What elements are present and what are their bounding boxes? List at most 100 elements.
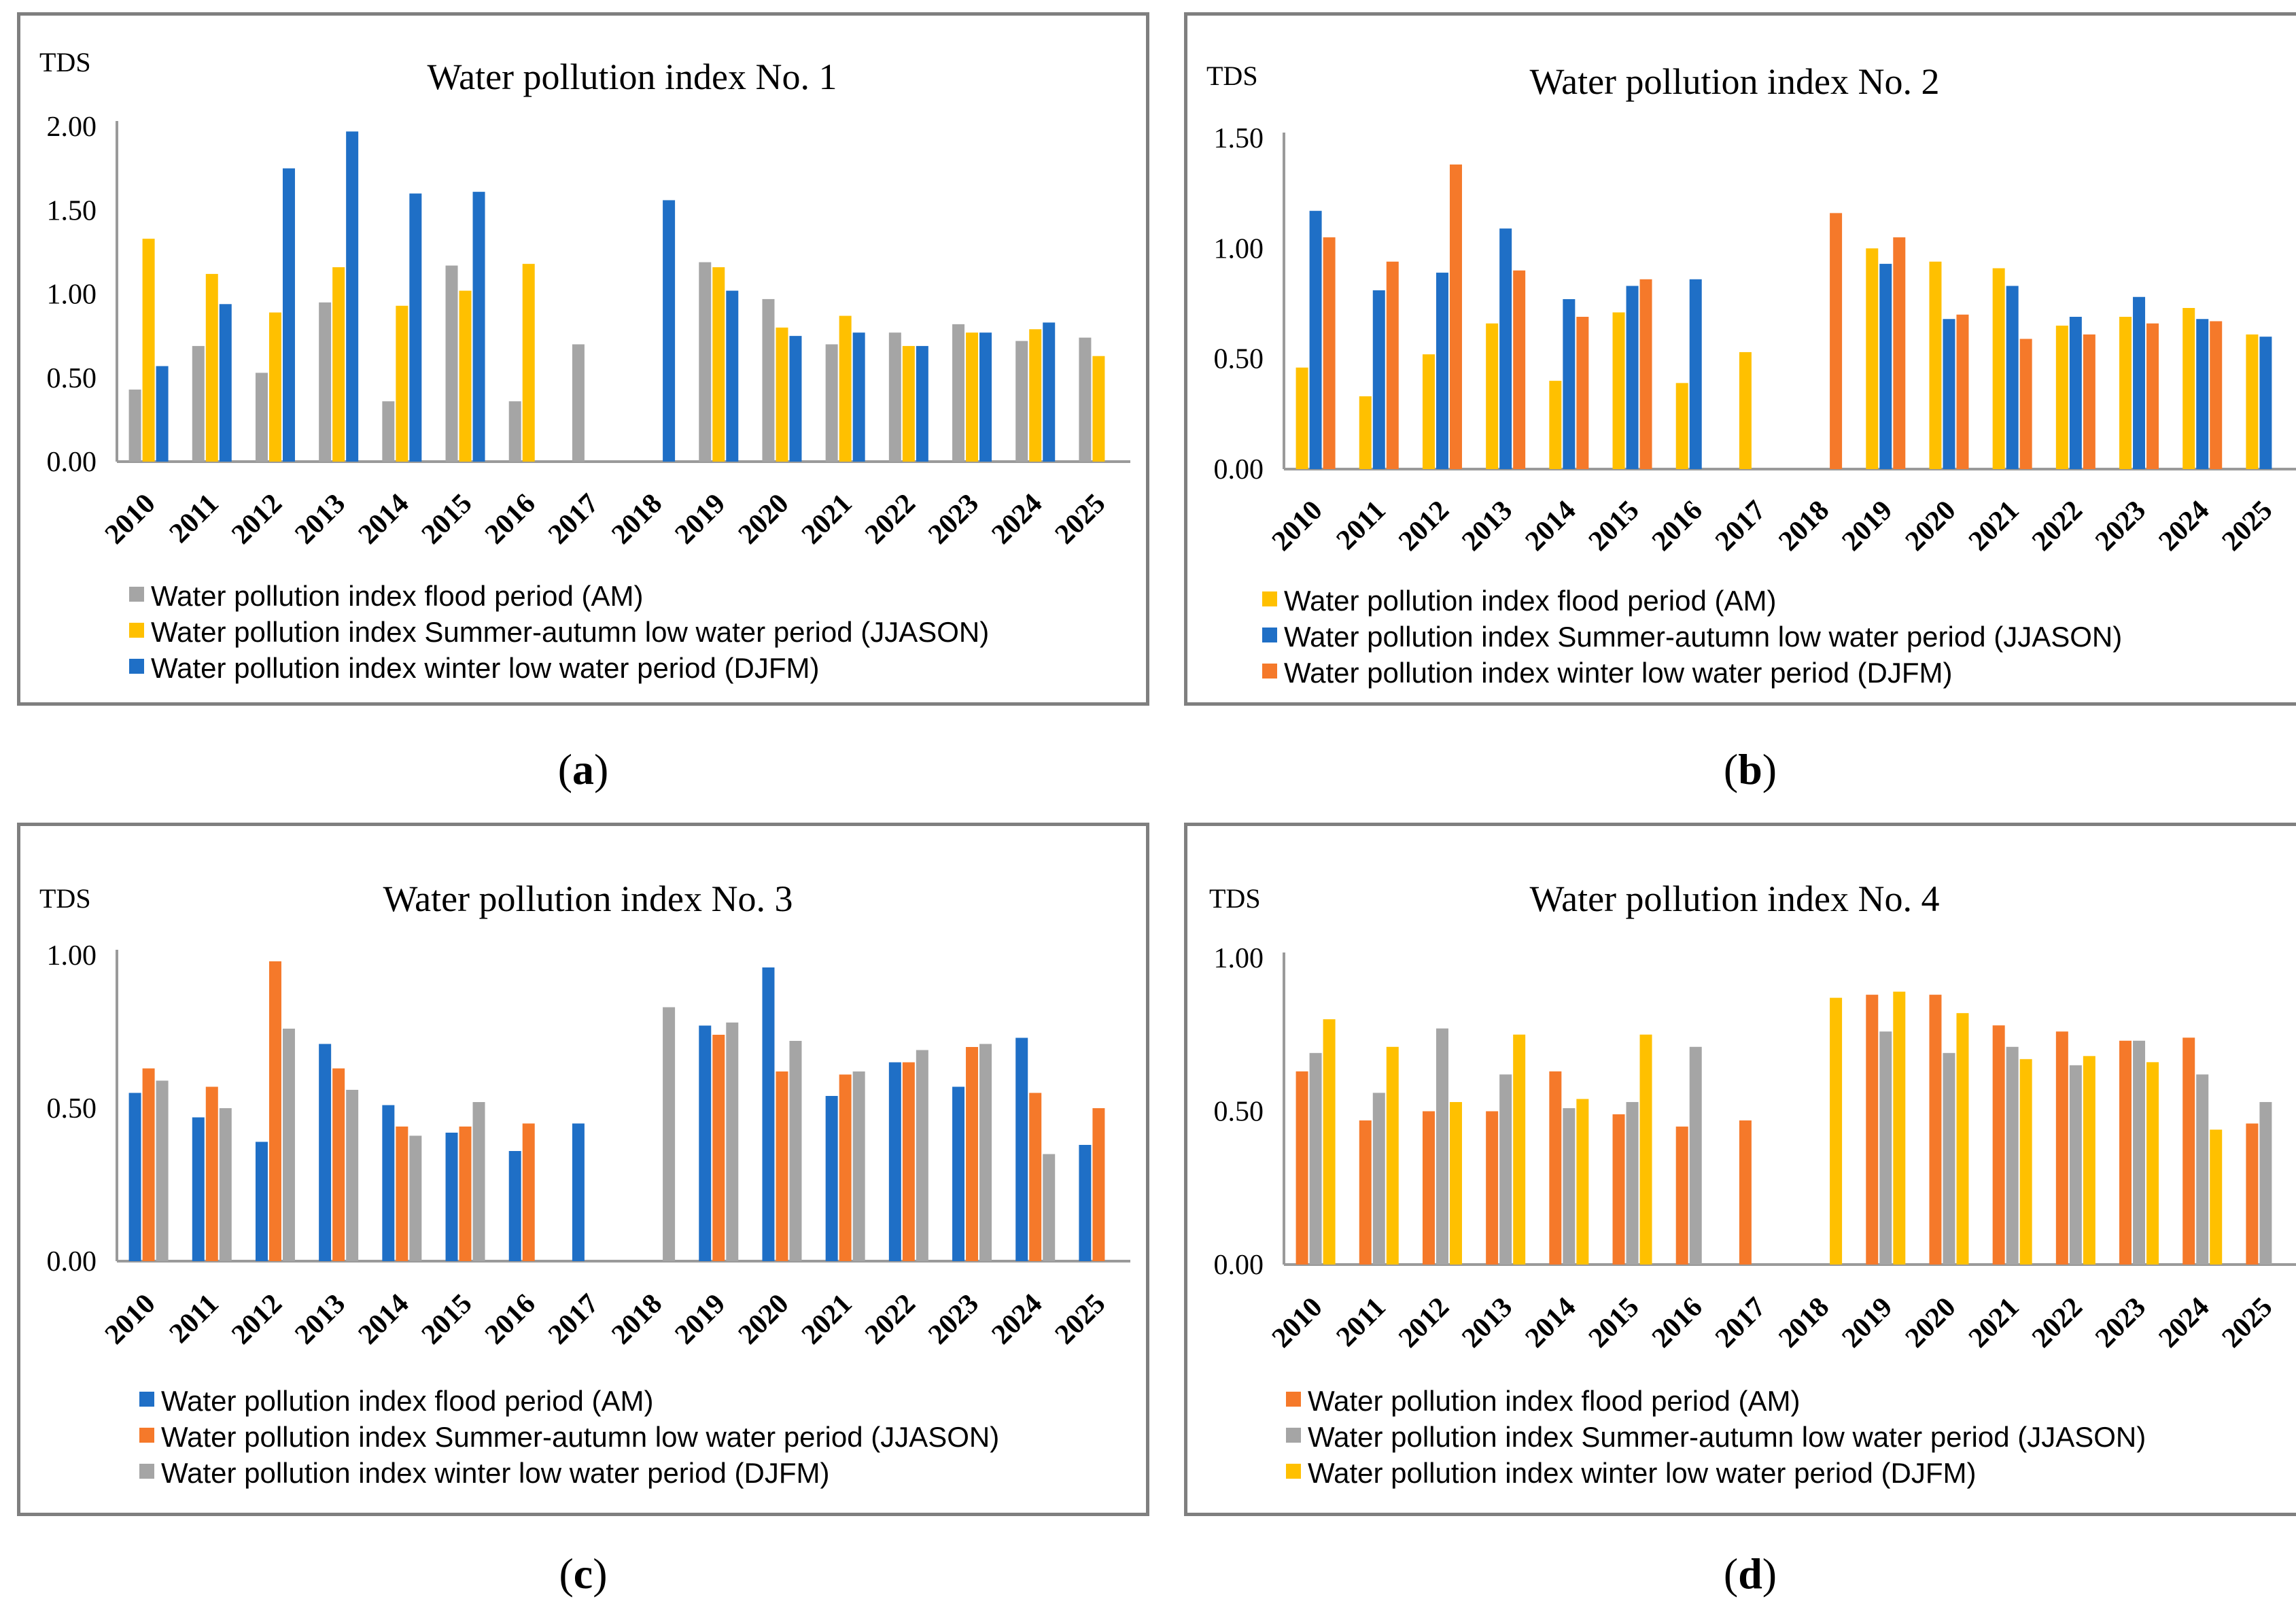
bar-2024-series-1 [1015, 1037, 1028, 1261]
y-tick-label: 1.00 [47, 940, 97, 972]
bar-2015-series-2 [1626, 286, 1639, 469]
x-tick-label: 2017 [542, 1288, 605, 1351]
x-tick-label: 2017 [1709, 1292, 1772, 1354]
x-tick-label: 2024 [2153, 495, 2215, 557]
x-tick-label: 2015 [1583, 495, 1646, 557]
x-tick-label: 2010 [99, 1288, 162, 1351]
y-axis-label: TDS [39, 47, 91, 78]
x-tick-label: 2012 [226, 488, 288, 551]
bar-2022-series-3 [2083, 1056, 2095, 1265]
legend-swatch [1286, 1392, 1301, 1407]
chart-title: Water pollution index No. 3 [383, 878, 793, 919]
caption-a: (a) [17, 742, 1149, 797]
x-tick-label: 2010 [1266, 495, 1329, 557]
bar-2014-series-3 [1576, 316, 1589, 469]
bar-2011-series-3 [1386, 1046, 1399, 1265]
x-tick-label: 2023 [922, 488, 985, 551]
bar-2013-series-3 [346, 1090, 359, 1261]
x-tick-label: 2010 [99, 488, 162, 551]
bar-2020-series-2 [776, 1071, 788, 1261]
x-tick-label: 2015 [1583, 1292, 1646, 1354]
x-tick-label: 2019 [1836, 1292, 1898, 1354]
bar-2013-series-1 [319, 302, 332, 462]
bar-2023-series-2 [2133, 296, 2146, 469]
bar-2021-series-2 [839, 315, 852, 462]
bar-2011-series-2 [205, 1086, 218, 1261]
bar-2014-series-3 [1576, 1099, 1589, 1265]
caption-open-paren: ( [559, 1549, 574, 1598]
bar-chart-c: TDS Water pollution index No. 3 0.00 0.50… [39, 878, 1130, 1489]
bar-2024-series-2 [1029, 1093, 1042, 1261]
bar-2022-series-2 [2069, 316, 2082, 469]
bar-2019-series-1 [699, 262, 712, 462]
bar-2021-series-1 [825, 1096, 838, 1261]
bar-2021-series-3 [2019, 339, 2032, 469]
bar-2017-series-1 [1739, 1120, 1752, 1265]
bar-2022-series-3 [2083, 334, 2095, 469]
bar-2013-series-1 [319, 1044, 332, 1261]
bar-2016-series-1 [508, 401, 521, 462]
bar-2012-series-1 [255, 1141, 268, 1261]
legend-label: Water pollution index winter low water p… [161, 1457, 829, 1489]
bar-2024-series-1 [2182, 1037, 2195, 1265]
x-tick-label: 2022 [2026, 1292, 2089, 1354]
bar-chart-a: TDS Water pollution index No. 1 0.00 0.50… [39, 47, 1130, 684]
y-tick-label: 1.00 [1214, 943, 1264, 974]
bar-chart-b: TDS Water pollution index No. 2 0.00 0.50… [1206, 61, 2296, 689]
x-tick-label: 2016 [1646, 495, 1709, 557]
bar-2022-series-1 [2055, 1031, 2068, 1265]
bar-2012-series-1 [1422, 1111, 1435, 1265]
bar-2010-series-1 [128, 1093, 141, 1261]
bar-2022-series-2 [902, 345, 915, 462]
bar-2010-series-3 [156, 366, 169, 462]
bar-2012-series-2 [268, 961, 281, 1261]
bar-2012-series-3 [1449, 1101, 1462, 1265]
bar-2024-series-1 [1015, 341, 1028, 462]
caption-letter: c [573, 1549, 593, 1598]
bar-2023-series-3 [2146, 1062, 2159, 1265]
bar-2023-series-1 [952, 1086, 965, 1261]
caption-b: (b) [1184, 742, 2296, 797]
bar-2013-series-3 [1513, 1034, 1526, 1265]
caption-close-paren: ) [1762, 745, 1777, 793]
bar-2010-series-3 [156, 1080, 169, 1261]
legend-swatch [129, 587, 144, 602]
bar-2013-series-1 [1486, 323, 1499, 469]
bar-2010-series-2 [1309, 1052, 1322, 1265]
bar-2014-series-2 [396, 305, 408, 462]
legend-swatch [1262, 628, 1277, 642]
x-tick-label: 2017 [1709, 495, 1772, 557]
bar-2025-series-1 [1079, 1145, 1092, 1261]
bar-2017-series-1 [572, 344, 585, 462]
bar-2016-series-2 [1689, 1046, 1702, 1265]
x-tick-label: 2023 [2089, 495, 2152, 557]
x-tick-label: 2011 [164, 1288, 225, 1350]
bar-2020-series-2 [776, 327, 788, 462]
x-tick-label: 2015 [416, 1288, 479, 1351]
legend-swatch [1286, 1464, 1301, 1479]
caption-c: (c) [17, 1547, 1149, 1601]
bar-2014-series-3 [409, 193, 422, 462]
x-tick-label: 2017 [542, 488, 605, 551]
bar-2023-series-3 [979, 1044, 992, 1261]
bar-2024-series-3 [2210, 1129, 2223, 1265]
bar-2011-series-1 [192, 1117, 205, 1261]
bar-2011-series-1 [192, 345, 205, 462]
y-axis-label: TDS [1206, 61, 1258, 91]
x-tick-label: 2019 [669, 1288, 731, 1351]
bar-2015-series-2 [1626, 1101, 1639, 1265]
bar-2021-series-3 [2019, 1059, 2032, 1265]
bar-2010-series-2 [142, 1068, 155, 1261]
y-tick-label: 1.00 [1214, 233, 1264, 264]
bar-2024-series-2 [2196, 319, 2209, 469]
x-tick-label: 2013 [1456, 1292, 1518, 1354]
x-tick-label: 2011 [1331, 495, 1392, 556]
bar-2025-series-1 [2246, 334, 2259, 469]
y-tick-label: 1.00 [47, 279, 97, 311]
bar-2012-series-3 [282, 1029, 295, 1261]
bar-2022-series-3 [916, 1050, 928, 1261]
bar-2012-series-1 [1422, 354, 1435, 469]
bar-2011-series-1 [1359, 1120, 1372, 1265]
y-tick-label: 0.50 [47, 1093, 97, 1124]
bar-2025-series-2 [2259, 337, 2272, 469]
